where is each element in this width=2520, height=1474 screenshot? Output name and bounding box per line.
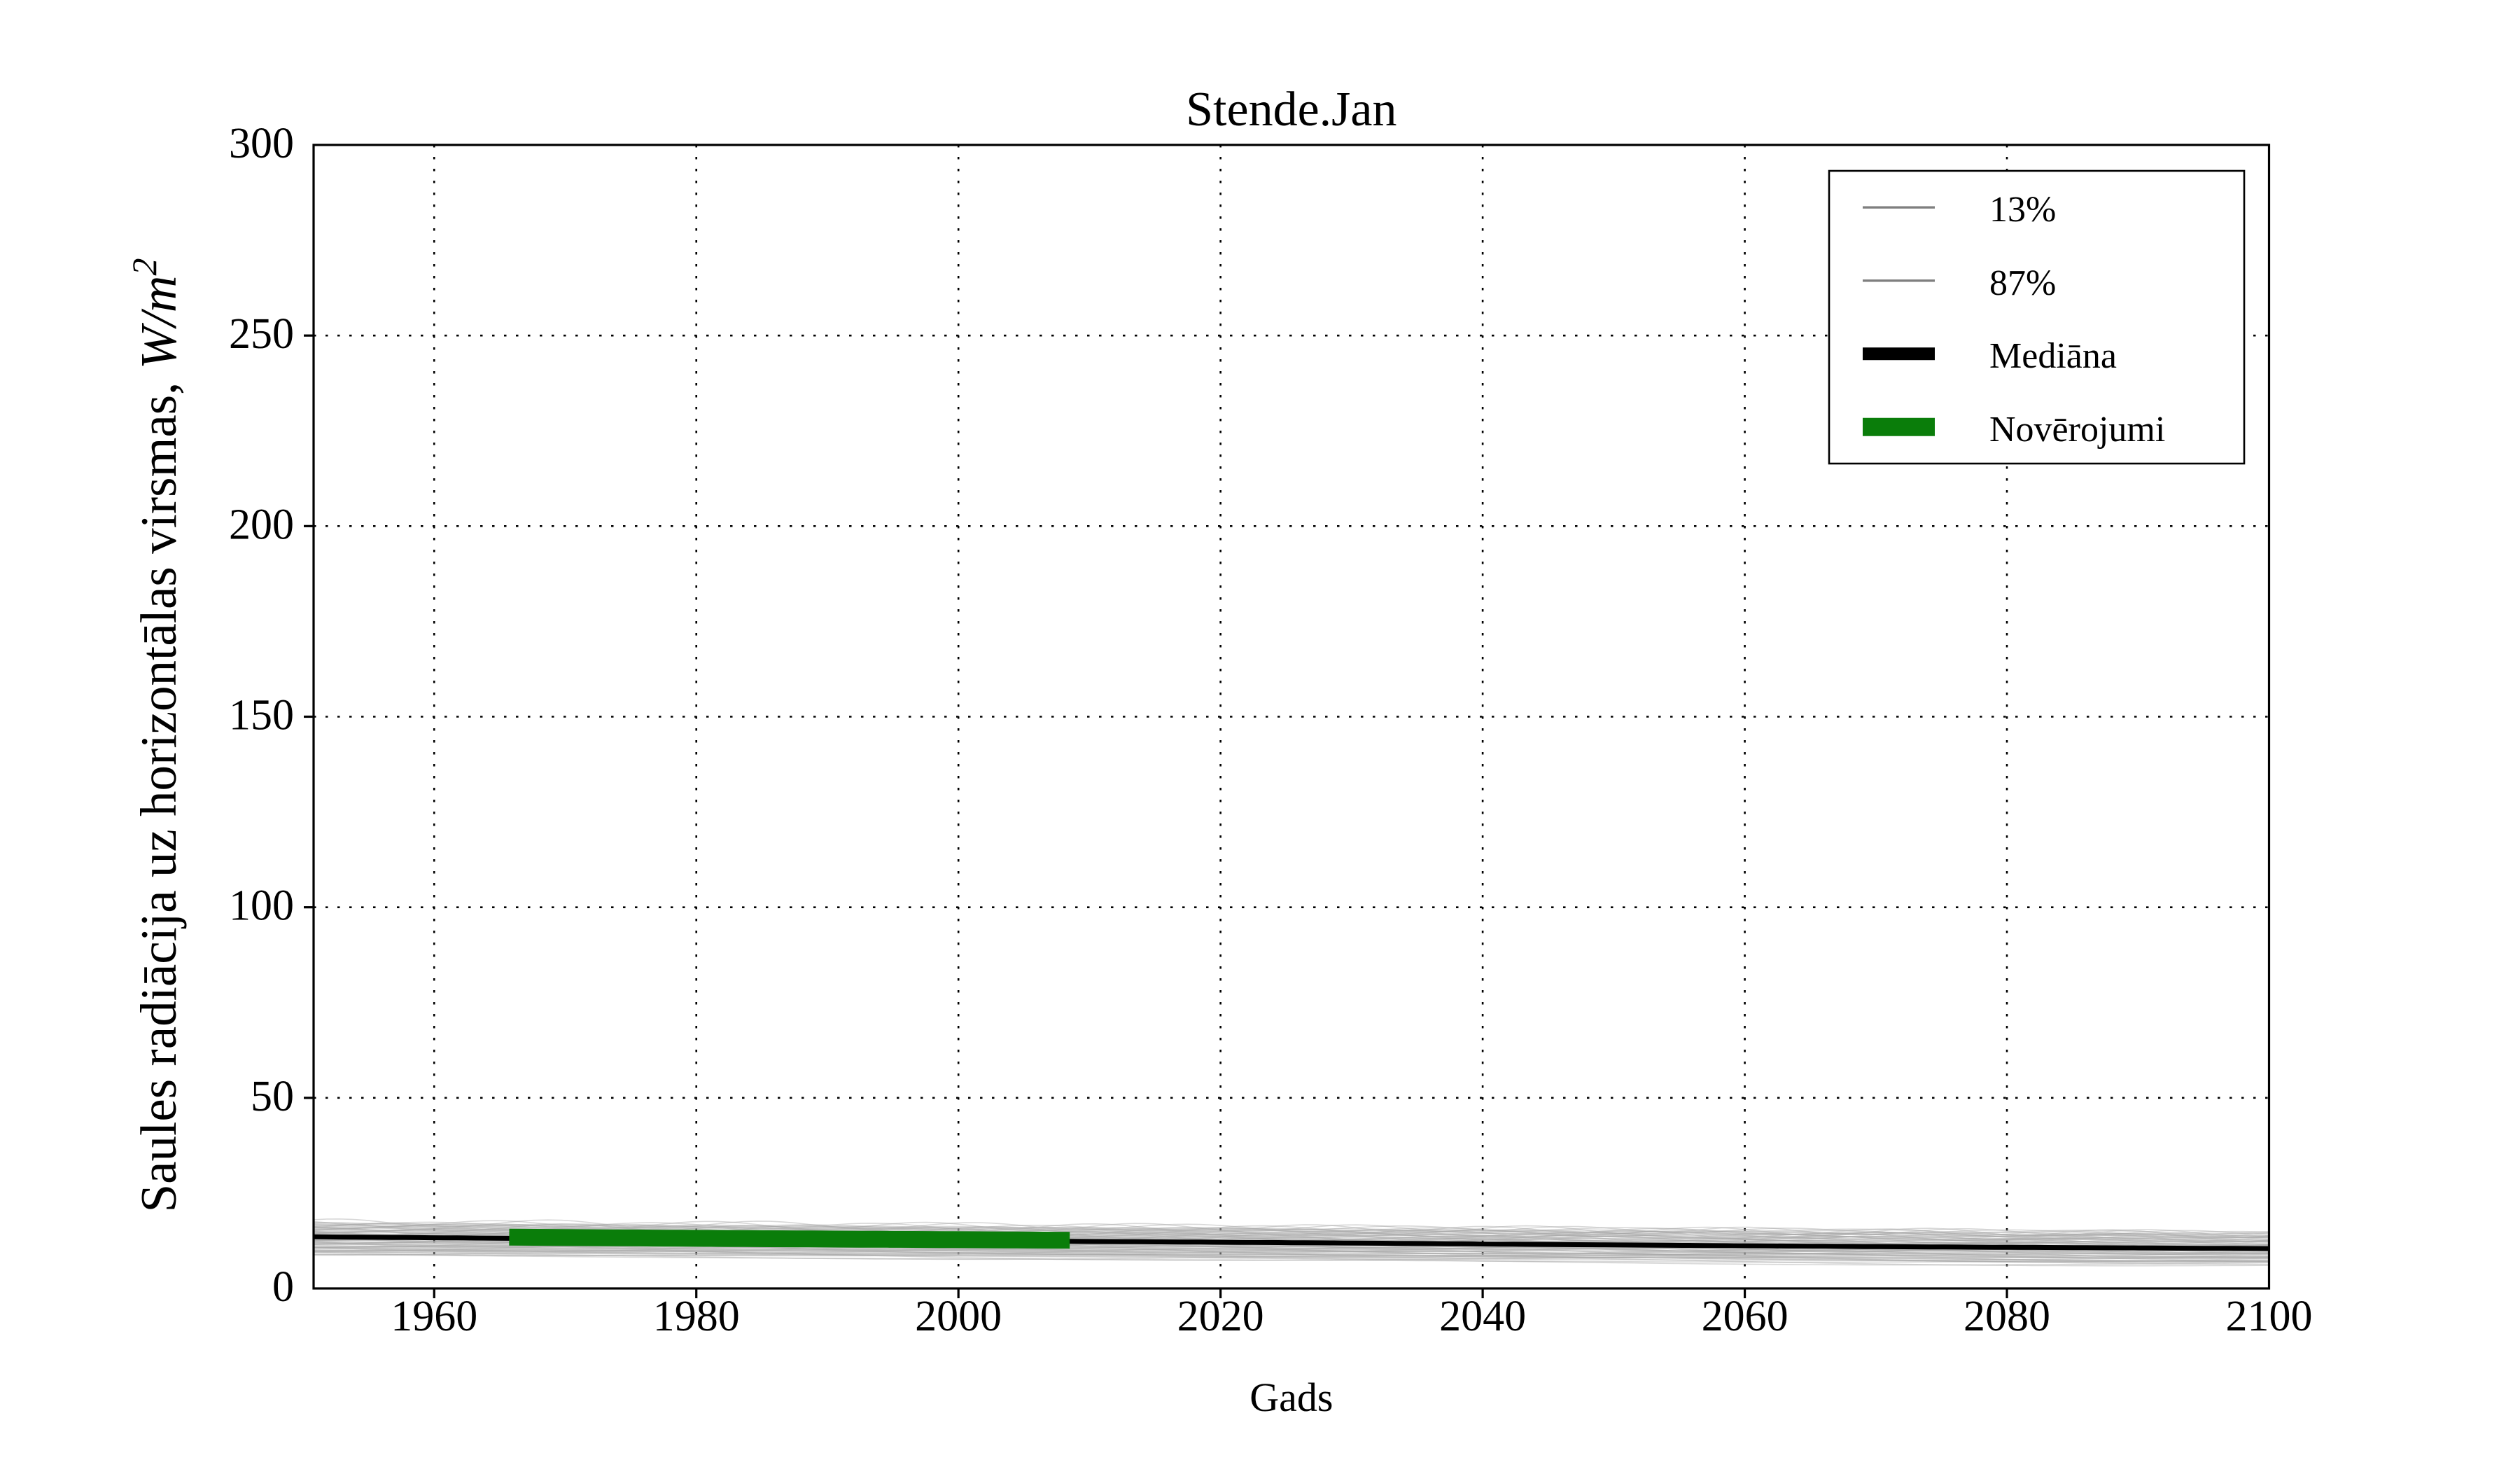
svg-text:Gads: Gads	[1250, 1375, 1333, 1420]
svg-text:13%: 13%	[1989, 190, 2056, 230]
svg-text:Mediāna: Mediāna	[1989, 336, 2117, 376]
svg-text:Saules radiācija uz horizontāl: Saules radiācija uz horizontālas virsmas…	[125, 258, 187, 1213]
svg-text:2080: 2080	[1963, 1293, 2050, 1340]
svg-text:100: 100	[229, 882, 294, 930]
svg-text:2060: 2060	[1702, 1293, 1788, 1340]
svg-text:2100: 2100	[2226, 1293, 2313, 1340]
svg-text:300: 300	[229, 120, 294, 167]
svg-text:2040: 2040	[1439, 1293, 1526, 1340]
svg-text:1960: 1960	[391, 1293, 477, 1340]
svg-text:1980: 1980	[653, 1293, 740, 1340]
svg-text:2000: 2000	[915, 1293, 1002, 1340]
svg-text:50: 50	[251, 1073, 294, 1120]
svg-text:Stende.Jan: Stende.Jan	[1186, 83, 1396, 137]
svg-text:150: 150	[229, 692, 294, 739]
svg-text:250: 250	[229, 310, 294, 358]
svg-text:2020: 2020	[1177, 1293, 1264, 1340]
svg-text:Novērojumi: Novērojumi	[1989, 410, 2165, 450]
svg-text:200: 200	[229, 501, 294, 548]
svg-text:0: 0	[272, 1263, 294, 1311]
svg-text:87%: 87%	[1989, 263, 2056, 303]
